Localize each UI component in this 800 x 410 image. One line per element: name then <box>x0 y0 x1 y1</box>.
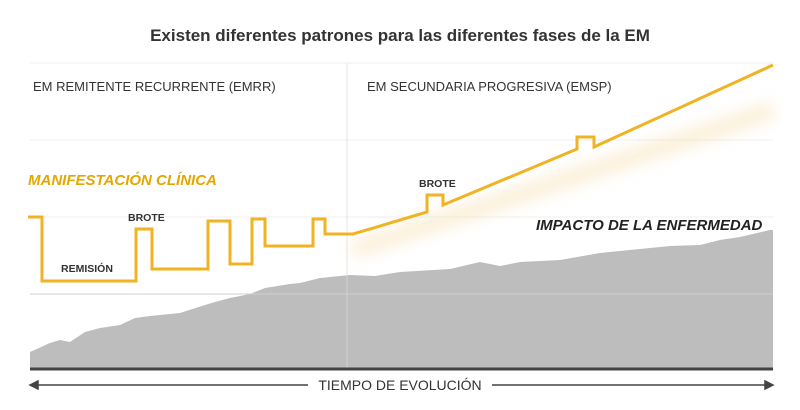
x-axis-label: TIEMPO DE EVOLUCIÓN <box>308 377 492 393</box>
clinical-glow <box>350 103 776 257</box>
phase-label-emrr: EM REMITENTE RECURRENTE (EMRR) <box>33 79 276 94</box>
clinical-line <box>28 63 774 283</box>
clinical-series-label: MANIFESTACIÓN CLÍNICA <box>28 172 217 189</box>
x-axis-label-wrap: TIEMPO DE EVOLUCIÓN <box>0 377 800 393</box>
brote-annotation-2: BROTE <box>419 178 456 190</box>
brote-annotation-1: BROTE <box>128 212 165 224</box>
phase-label-emsp: EM SECUNDARIA PROGRESIVA (EMSP) <box>367 79 612 94</box>
impact-area <box>30 230 773 368</box>
remision-annotation: REMISIÓN <box>61 263 113 275</box>
impact-series-label: IMPACTO DE LA ENFERMEDAD <box>536 217 763 234</box>
chart-title: Existen diferentes patrones para las dif… <box>150 26 650 45</box>
